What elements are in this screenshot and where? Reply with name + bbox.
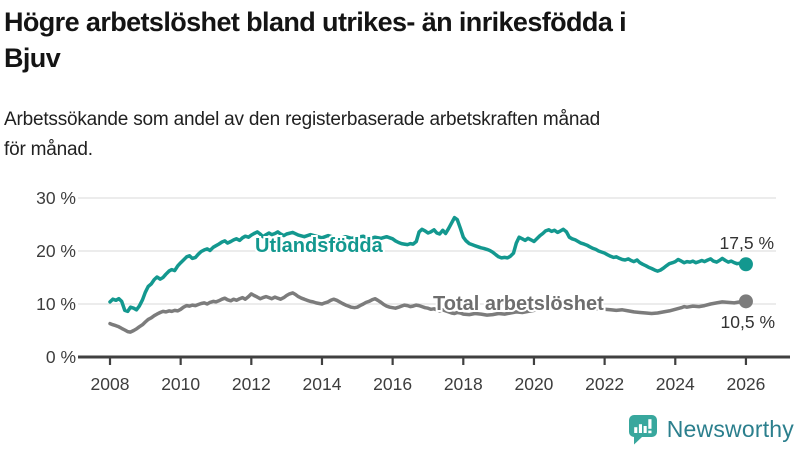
series-line-0 <box>108 215 748 314</box>
series-end-value-1: 10,5 % <box>721 312 775 332</box>
series-end-dot-0 <box>738 257 753 272</box>
series-label-1: Total arbetslöshet <box>433 293 604 315</box>
speech-bubble-bar-chart-icon <box>628 415 657 445</box>
x-axis-label-2008: 2008 <box>91 374 130 394</box>
brand-name: Newsworthy <box>666 415 794 442</box>
chart-title: Högre arbetslöshet bland utrikes- än inr… <box>4 4 796 76</box>
x-axis-label-2022: 2022 <box>585 374 624 394</box>
chart-subtitle-line-1: Arbetssökande som andel av den registerb… <box>4 109 601 130</box>
y-axis-label-30: 30 % <box>36 188 76 208</box>
chart-subtitle: Arbetssökande som andel av den registerb… <box>4 105 796 165</box>
series-end-value-0: 17,5 % <box>720 233 774 253</box>
x-axis-label-2020: 2020 <box>514 374 553 394</box>
newsworthy-brand: Newsworthy <box>627 413 794 445</box>
y-axis-label-20: 20 % <box>36 241 76 261</box>
x-axis-label-2024: 2024 <box>656 374 695 394</box>
x-axis-label-2012: 2012 <box>232 374 271 394</box>
x-axis-label-2018: 2018 <box>444 374 483 394</box>
x-axis-label-2014: 2014 <box>303 374 342 394</box>
chart-title-line-2: Bjuv <box>4 43 61 73</box>
x-axis-label-2026: 2026 <box>726 374 765 394</box>
series-label-0: Utlandsfödda <box>255 235 384 257</box>
series-end-dot-1 <box>738 294 753 309</box>
chart-title-line-1: Högre arbetslöshet bland utrikes- än inr… <box>4 7 627 37</box>
series-line-1 <box>108 291 748 334</box>
x-axis-label-2016: 2016 <box>373 374 412 394</box>
y-axis-label-0: 0 % <box>46 347 76 367</box>
chart-subtitle-line-2: för månad. <box>4 139 93 160</box>
y-axis-label-10: 10 % <box>36 294 76 314</box>
x-axis-label-2010: 2010 <box>161 374 200 394</box>
